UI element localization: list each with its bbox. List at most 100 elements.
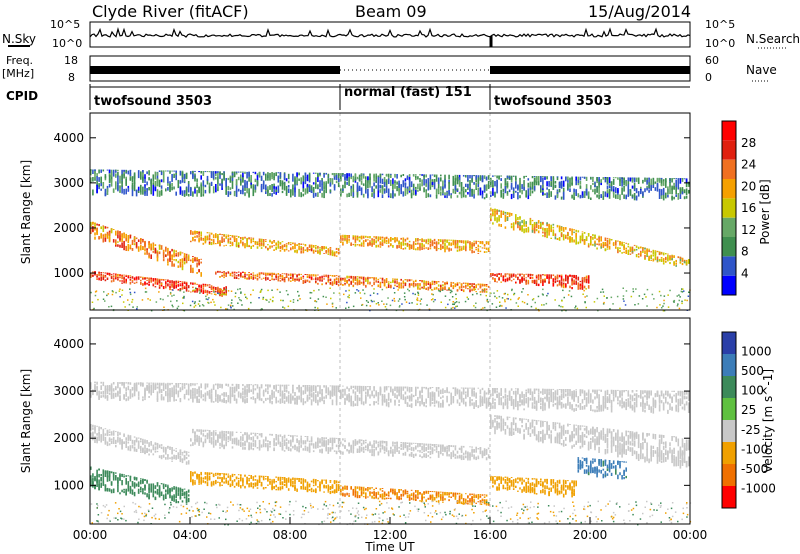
velocity-cell [185, 492, 188, 499]
power-cell [271, 278, 273, 281]
power-cell [415, 174, 417, 176]
power-cell [517, 221, 519, 223]
velocity-cell [119, 475, 121, 480]
power-cell [433, 242, 436, 245]
power-cell [598, 194, 600, 200]
power-cell [308, 244, 311, 247]
power-cell [544, 279, 546, 283]
power-speckle [297, 299, 299, 302]
power-cell [437, 242, 440, 244]
velocity-cell [206, 482, 209, 487]
power-cell [196, 182, 198, 187]
velocity-cell [102, 476, 105, 483]
power-speckle [258, 297, 260, 299]
power-cell [637, 191, 640, 197]
power-cell [548, 281, 550, 283]
power-cell [279, 249, 282, 252]
power-cell [477, 283, 480, 286]
power-speckle [357, 290, 360, 292]
power-cell [540, 176, 542, 183]
velocity-cell [194, 471, 196, 473]
power-cell [319, 279, 321, 282]
power-cell [365, 279, 367, 282]
power-speckle [582, 293, 584, 295]
power-cell [379, 189, 382, 193]
power-speckle [565, 309, 567, 312]
power-cell [262, 239, 265, 243]
power-cell [417, 242, 419, 245]
power-speckle [602, 291, 605, 293]
power-speckle [471, 293, 474, 296]
power-cell [469, 245, 471, 248]
power-cell [465, 183, 467, 187]
power-cell [296, 275, 298, 278]
power-cell [352, 184, 355, 193]
power-cell [456, 188, 459, 191]
velocity-cell [302, 480, 305, 483]
power-cell [312, 274, 315, 276]
power-cell [115, 275, 117, 278]
power-cell [335, 247, 338, 250]
power-cell [496, 217, 498, 223]
power-cell [552, 223, 555, 226]
power-cell [352, 279, 355, 283]
power-cell [112, 239, 115, 243]
power-cell [381, 236, 384, 238]
nave-label: Nave [746, 63, 777, 77]
power-cell [196, 272, 198, 274]
velocity-cell [125, 477, 127, 485]
power-cell [571, 274, 573, 278]
power-cell [602, 191, 605, 196]
power-cell [300, 243, 302, 245]
velocity-cell [140, 486, 142, 491]
power-cell [390, 193, 392, 197]
power-cell [373, 173, 375, 182]
power-cell [492, 180, 494, 188]
power-cell [490, 218, 492, 222]
power-cell [279, 245, 282, 250]
power-cell [569, 181, 571, 188]
power-cell [225, 237, 227, 239]
power-cell [265, 240, 267, 242]
power-cell [133, 172, 136, 178]
power-cell [223, 274, 225, 277]
power-cell [431, 240, 434, 245]
power-speckle [346, 301, 348, 304]
power-cell [277, 245, 280, 249]
power-speckle [192, 289, 194, 292]
power-cell [327, 248, 330, 251]
power-cell [173, 170, 175, 172]
power-cell [377, 244, 380, 248]
power-speckle [401, 303, 403, 305]
power-cell [402, 191, 405, 197]
power-cell [621, 252, 623, 254]
power-cell [662, 252, 665, 256]
power-cell [140, 191, 142, 195]
power-speckle [215, 293, 217, 296]
power-cell [158, 170, 161, 172]
power-cell [558, 274, 561, 278]
power-speckle [217, 292, 219, 294]
power-cell [448, 247, 450, 252]
power-cell [327, 249, 330, 253]
power-cell [665, 261, 667, 263]
power-speckle [466, 296, 468, 299]
power-cell [362, 276, 365, 280]
velocity-cell [187, 462, 190, 465]
power-cell [392, 278, 394, 280]
power-cell [287, 188, 290, 193]
power-cell [352, 236, 355, 240]
power-cell [460, 182, 463, 189]
velocity-cell [119, 432, 121, 436]
power-cell [187, 189, 190, 193]
power-cell [612, 186, 615, 190]
power-cell [90, 169, 92, 171]
power-cell [183, 281, 186, 284]
power-speckle [292, 299, 295, 301]
velocity-cell [275, 488, 277, 491]
power-speckle [269, 298, 272, 301]
power-cell [412, 246, 415, 250]
power-cell [408, 247, 411, 250]
power-cell [212, 288, 215, 292]
power-cell [523, 274, 525, 278]
